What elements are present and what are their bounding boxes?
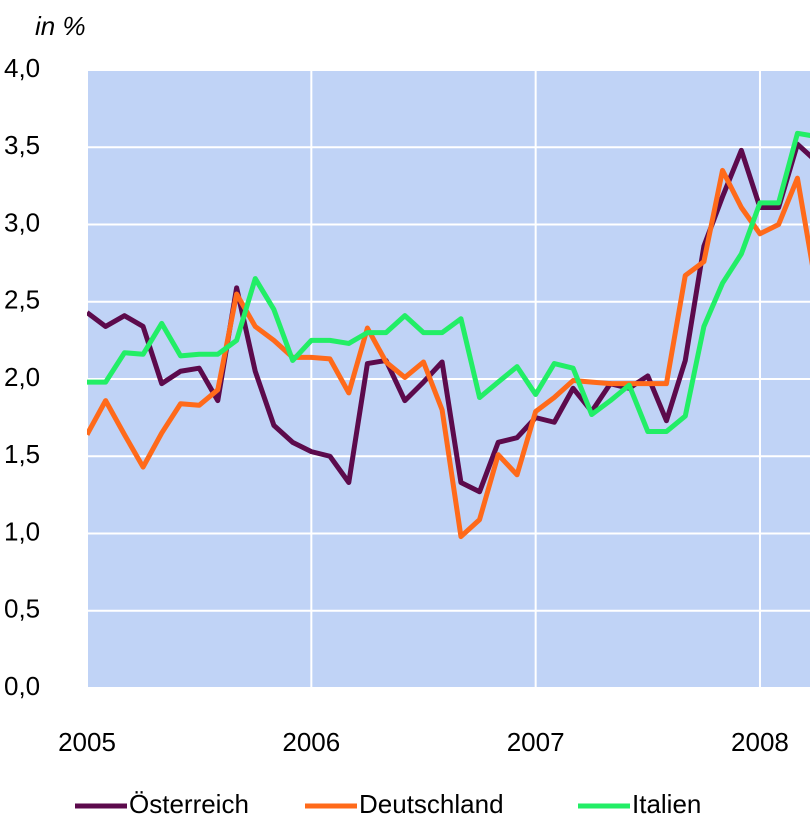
- series-group: [87, 141, 810, 495]
- y-tick-label: 1,0: [4, 516, 40, 546]
- y-tick-label: 2,5: [4, 285, 40, 315]
- x-tick-label: 2008: [731, 727, 789, 757]
- legend-label: Italien: [632, 789, 701, 819]
- y-tick-label: 0,0: [4, 671, 40, 701]
- series-group: [87, 167, 810, 540]
- y-tick-label: 2,0: [4, 362, 40, 392]
- series-group: [87, 130, 810, 435]
- series-line: [87, 167, 810, 540]
- y-tick-label: 3,5: [4, 130, 40, 160]
- x-tick-label: 2005: [58, 727, 116, 757]
- y-tick-label: 3,0: [4, 207, 40, 237]
- y-tick-label: 1,5: [4, 439, 40, 469]
- legend-label: Österreich: [129, 789, 249, 819]
- y-axis-label: in %: [35, 11, 86, 41]
- series-line: [87, 130, 810, 435]
- y-tick-label: 4,0: [4, 53, 40, 83]
- series-line: [87, 141, 810, 495]
- y-tick-label: 0,5: [4, 594, 40, 624]
- x-tick-label: 2006: [282, 727, 340, 757]
- legend-label: Deutschland: [359, 789, 504, 819]
- x-tick-label: 2007: [507, 727, 565, 757]
